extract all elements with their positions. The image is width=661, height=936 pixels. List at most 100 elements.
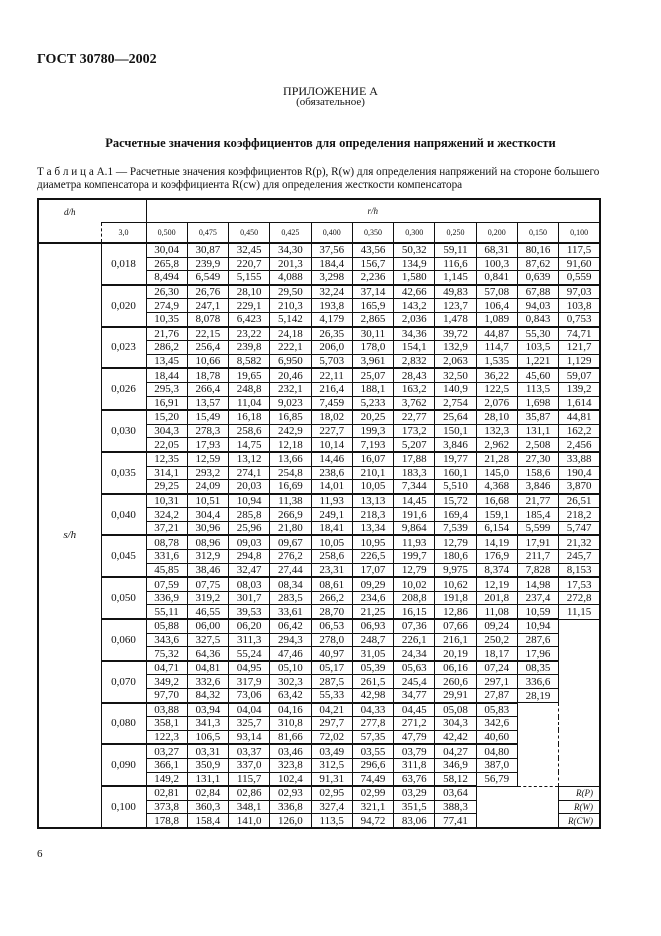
table-cell: 04,27 — [434, 743, 477, 759]
table-cell: 296,6 — [351, 757, 395, 773]
table-cell: 184,4 — [310, 256, 353, 272]
table-cell: 47,46 — [269, 646, 312, 662]
table-cell: 341,3 — [186, 716, 230, 731]
empty-cell — [517, 744, 560, 759]
table-cell: 11,15 — [558, 604, 601, 620]
table-cell: 249,1 — [310, 507, 353, 522]
empty-cell — [476, 786, 517, 800]
table-row: 0,070 04,71 04,81 04,95 05,10 05,17 05,39 05,63… — [38, 659, 600, 704]
table-row: 0,026 18,44 18,78 19,65 20,46 22,11 25,07 28,43… — [38, 367, 601, 411]
table-cell: 63,42 — [269, 687, 312, 704]
table-cell: 1,145 — [434, 270, 477, 286]
table-cell: 3,846 — [516, 479, 560, 495]
table-cell: 199,7 — [393, 549, 436, 564]
table-cell: 319,2 — [186, 590, 230, 606]
table-cell: 210,3 — [269, 298, 312, 313]
table-cell: 150,1 — [434, 423, 477, 439]
table-cell: 13,13 — [351, 492, 395, 509]
table-cell: 140,9 — [434, 381, 477, 397]
table-cell: 266,2 — [310, 590, 353, 606]
table-cell: 8,078 — [186, 311, 230, 328]
table-row: 373,8 360,3 348,1 336,8 327,4 321,1 351,5 388,3… — [38, 799, 601, 815]
table-cell: 311,3 — [228, 632, 271, 648]
table-cell: 59,11 — [434, 241, 477, 258]
table-cell: 5,142 — [269, 311, 312, 328]
table-cell: 2,456 — [558, 437, 601, 453]
table-cell: 12,18 — [269, 437, 312, 453]
table-cell: 201,8 — [475, 590, 518, 606]
table-cell: 6,950 — [269, 353, 312, 369]
table-cell: 190,4 — [558, 465, 601, 481]
table-cell: 34,36 — [393, 325, 436, 342]
table-cell: 154,1 — [393, 340, 436, 355]
table-cell: 25,96 — [228, 520, 271, 536]
table-cell: 248,7 — [351, 632, 395, 648]
table-cell: 07,59 — [145, 576, 188, 592]
table-cell: 9,864 — [393, 520, 436, 536]
table-cell: 342,6 — [475, 716, 518, 731]
table-cell: 304,3 — [434, 716, 477, 731]
rh-label: r/h — [145, 198, 601, 223]
table-cell: 314,1 — [145, 465, 188, 481]
table-cell: 1,614 — [558, 395, 601, 411]
table-cell: 03,37 — [228, 743, 271, 759]
table-cell: 2,063 — [434, 353, 477, 369]
table-cell: 0,841 — [475, 270, 518, 286]
table-cell: 277,8 — [351, 716, 395, 731]
table-cell: 17,96 — [516, 646, 560, 662]
table-cell: 10,94 — [516, 618, 560, 634]
table-cell: 87,62 — [516, 256, 560, 272]
table-cell: 3,762 — [393, 395, 436, 411]
table-cell: 250,2 — [475, 632, 518, 648]
table-cell: 43,56 — [351, 241, 395, 258]
table-row: 0,080 03,88 03,94 04,04 04,16 04,21 04,33 04,45… — [38, 701, 600, 745]
table-cell: 12,35 — [145, 450, 188, 467]
table-cell: 336,6 — [516, 674, 560, 689]
table-cell: 216,1 — [434, 632, 477, 648]
table-cell: 188,1 — [351, 381, 395, 397]
table-cell: 02,99 — [351, 785, 395, 801]
table-cell: 10,05 — [310, 534, 353, 551]
table-cell: 131,1 — [516, 423, 560, 439]
table-cell: 27,44 — [269, 562, 312, 578]
empty-cell — [517, 800, 558, 814]
table-cell: 28,10 — [228, 283, 271, 300]
table-cell: 18,02 — [310, 409, 353, 425]
table-cell: 312,5 — [310, 757, 353, 773]
table-cell: 163,2 — [393, 381, 436, 397]
table-cell: 1,221 — [516, 353, 560, 369]
table-cell: 33,88 — [558, 450, 601, 467]
table-cell: 46,55 — [186, 604, 230, 620]
table-cell: 25,07 — [351, 367, 395, 383]
table-cell: 239,8 — [228, 340, 271, 355]
table-cell: 04,45 — [393, 701, 436, 718]
table-row: 304,3 278,3 258,6 242,9 227,7 199,3 173,2 150,1… — [38, 423, 601, 439]
table-cell: 8,153 — [558, 562, 601, 578]
table-cell: 25,64 — [434, 409, 477, 425]
table-cell: 84,32 — [186, 687, 230, 704]
table-cell: 17,93 — [186, 437, 230, 453]
table-cell: 05,08 — [434, 701, 477, 718]
table-cell: 16,07 — [351, 450, 395, 467]
table-cell: 311,8 — [393, 757, 436, 773]
table-cell: 266,9 — [269, 507, 312, 522]
table-cell: 42,42 — [434, 729, 477, 745]
table-cell: 16,91 — [145, 395, 188, 411]
table-cell: 09,03 — [228, 534, 271, 551]
table-cell: 22,05 — [145, 437, 188, 453]
table-cell: 193,8 — [310, 298, 353, 313]
table-cell: 17,91 — [516, 534, 560, 551]
empty-cell — [476, 814, 517, 828]
table-cell: 258,6 — [310, 549, 353, 564]
table-cell: 68,31 — [475, 241, 518, 258]
table-cell: 40,97 — [310, 646, 353, 662]
table-row: 349,2 332,6 317,9 302,3 287,5 261,5 245,4 260,6… — [38, 674, 600, 689]
table-cell: 113,5 — [310, 813, 353, 829]
rh-value: 0,200 — [475, 222, 518, 244]
table-cell: 08,34 — [269, 576, 312, 592]
table-cell: 11,93 — [393, 534, 436, 551]
table-cell: 22,77 — [393, 409, 436, 425]
table-cell: 02,95 — [310, 785, 353, 801]
table-cell: 178,8 — [145, 813, 188, 829]
table-cell: 55,30 — [516, 325, 560, 342]
